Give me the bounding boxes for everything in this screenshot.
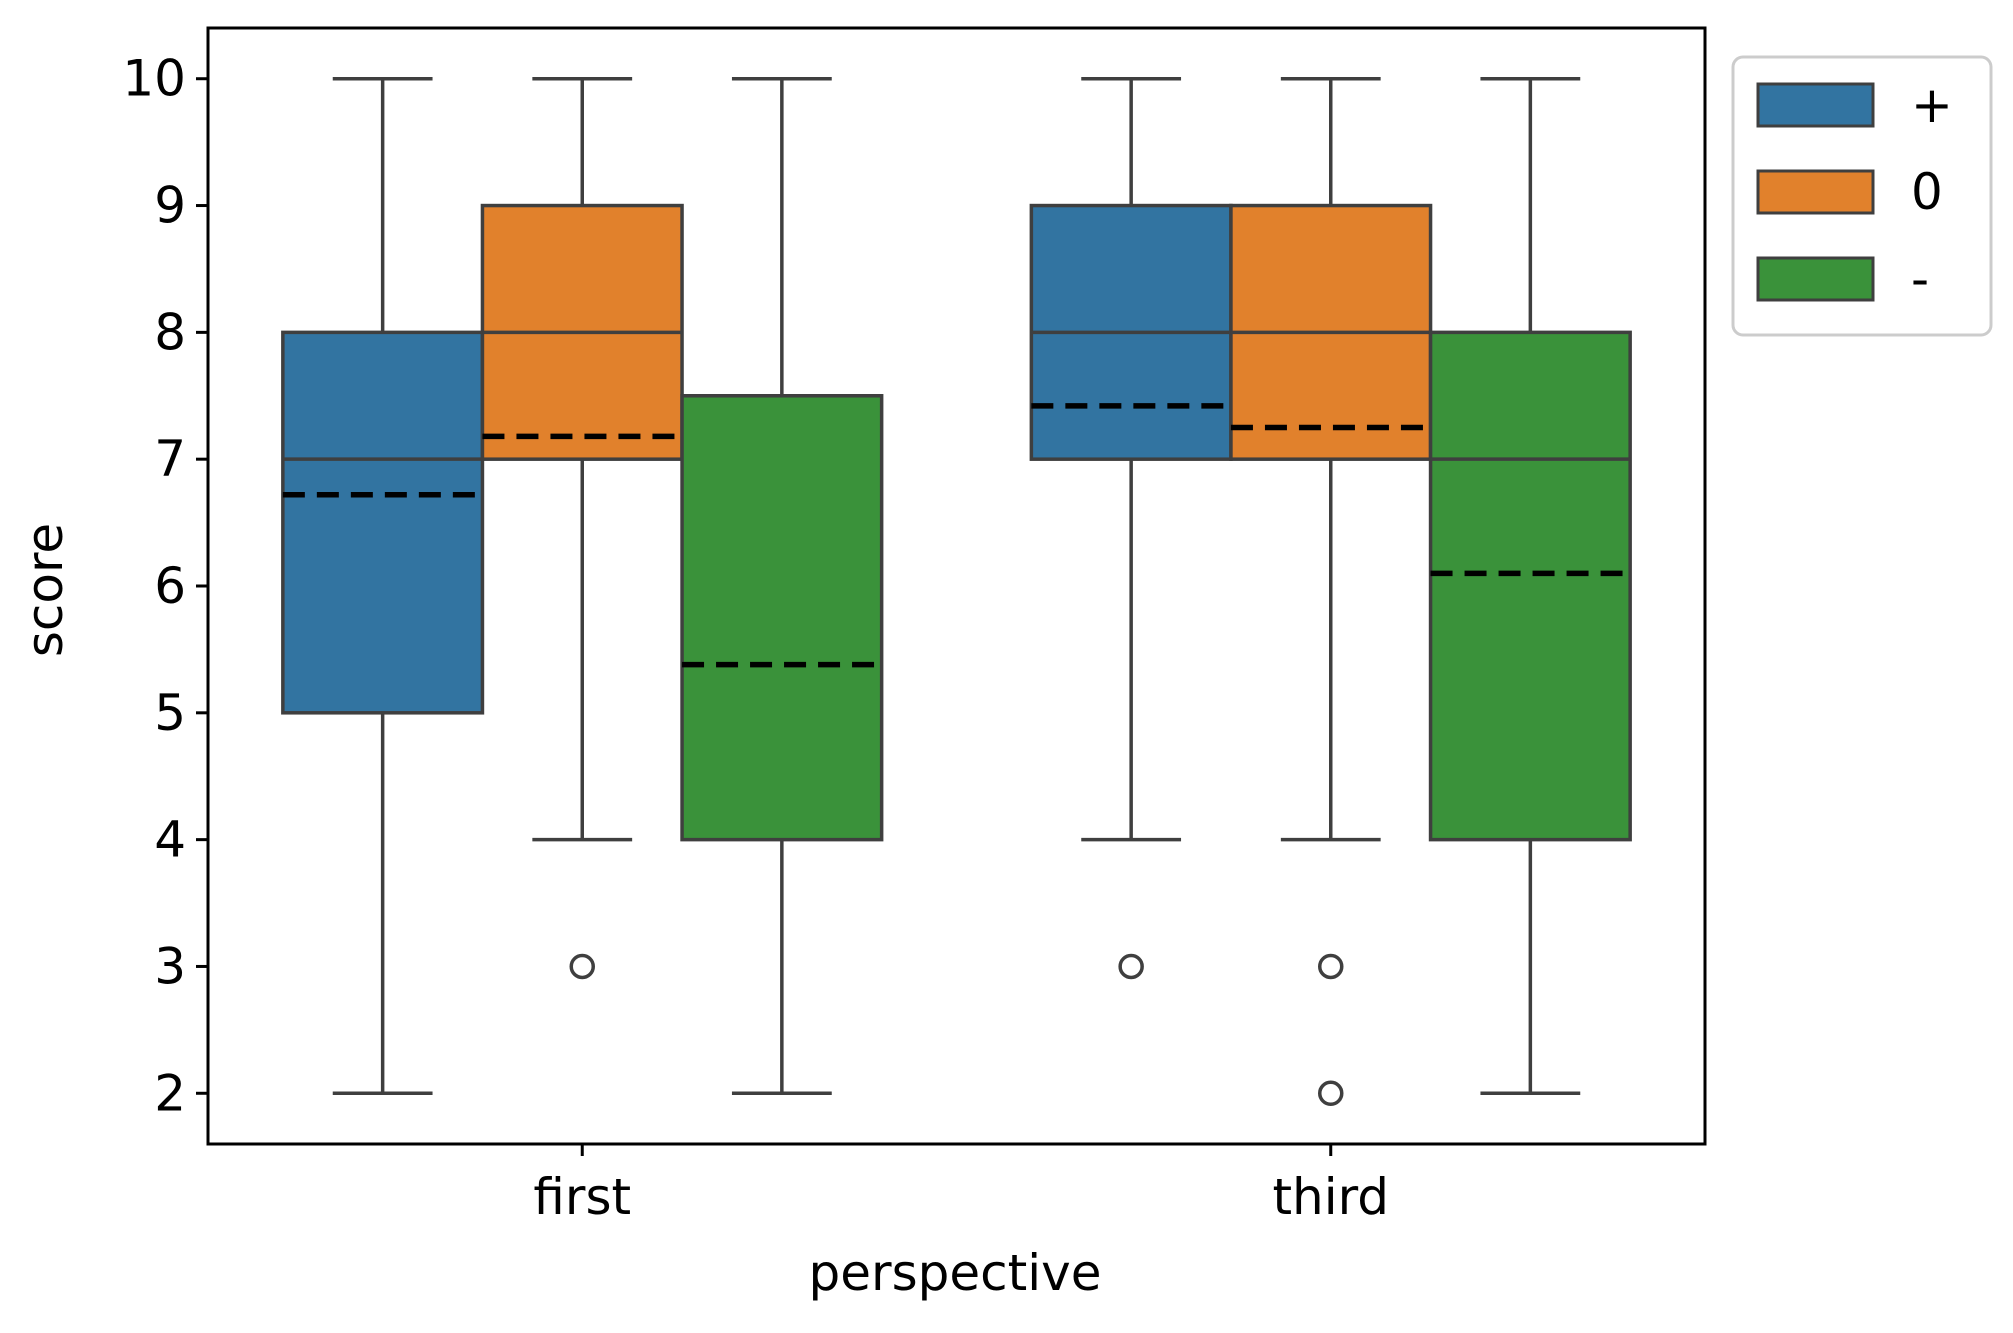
legend-label: - xyxy=(1911,250,1929,308)
outlier-point xyxy=(1318,953,1344,980)
legend-swatch xyxy=(1756,169,1875,215)
y-tick-label: 9 xyxy=(154,177,186,235)
y-tick-label: 7 xyxy=(154,430,186,488)
y-tick-label: 10 xyxy=(122,50,186,108)
outlier-point xyxy=(1318,1080,1344,1107)
box-first-series-0 xyxy=(281,76,485,1096)
box-third-series-0 xyxy=(1029,76,1233,980)
legend-swatch xyxy=(1756,82,1875,128)
y-axis-label: score xyxy=(16,523,74,657)
x-tick-label: third xyxy=(1272,1168,1389,1226)
box-body xyxy=(1428,330,1632,842)
y-tick-label: 6 xyxy=(154,557,186,615)
legend-label: 0 xyxy=(1911,163,1943,221)
legend-label: + xyxy=(1911,76,1953,134)
box-third-series-2 xyxy=(1428,76,1632,1096)
box-third-series-1 xyxy=(1229,76,1433,1107)
box-first-series-1 xyxy=(480,76,684,980)
y-tick-label: 5 xyxy=(154,684,186,742)
y-tick-label: 3 xyxy=(154,937,186,995)
box-body xyxy=(281,330,485,715)
legend: +0 - xyxy=(1731,55,1993,337)
box-body xyxy=(680,394,884,842)
plot-area xyxy=(206,26,1707,1146)
x-axis-label: perspective xyxy=(809,1244,1102,1302)
outlier-point xyxy=(569,953,595,980)
y-tick-label: 2 xyxy=(154,1064,186,1122)
y-tick-label: 4 xyxy=(154,811,186,869)
legend-swatch xyxy=(1756,256,1875,302)
y-tick-label: 8 xyxy=(154,303,186,361)
outlier-point xyxy=(1118,953,1144,980)
x-tick-label: first xyxy=(533,1168,631,1226)
y-axis: 2 3 4 5 6 7 8 9 10 xyxy=(122,50,208,1122)
box-first-series-2 xyxy=(680,76,884,1096)
x-axis: first third xyxy=(533,1144,1389,1226)
